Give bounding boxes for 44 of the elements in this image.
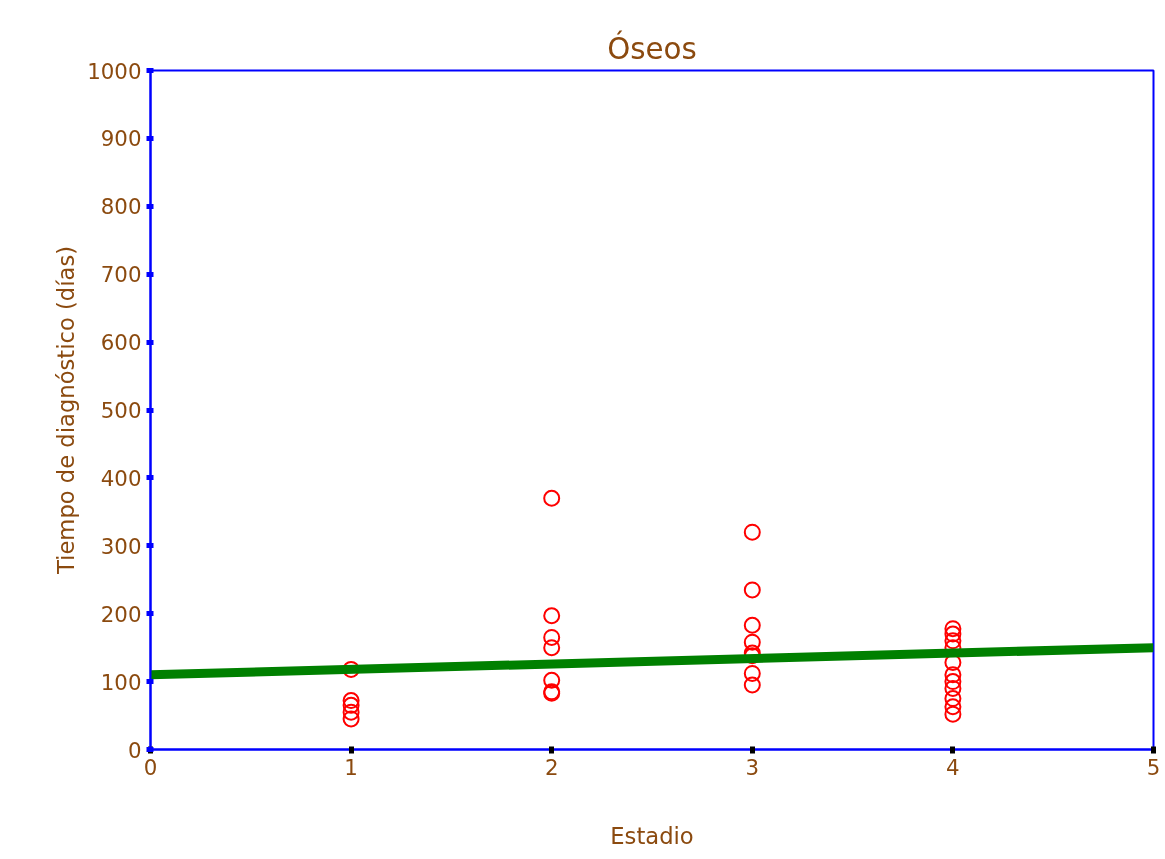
point <box>944 666 962 684</box>
point <box>342 710 360 728</box>
y-tick-label: 0 <box>127 737 142 763</box>
y-tick-label: 500 <box>100 398 142 423</box>
x-tick-label: 0 <box>143 754 158 780</box>
point <box>944 625 962 643</box>
x-tick-label: 2 <box>544 754 559 780</box>
point <box>743 664 761 682</box>
point <box>743 616 761 634</box>
y-tick-label: 100 <box>100 669 142 695</box>
point <box>944 705 962 723</box>
y-tick-label: 1000 <box>87 58 142 84</box>
y-tick-label: 200 <box>100 601 142 627</box>
x-tick-label: 1 <box>344 754 358 780</box>
x-axis-title: Estadio <box>610 822 694 849</box>
x-tick-label: 5 <box>1146 754 1161 780</box>
point <box>944 698 962 716</box>
point <box>342 692 360 710</box>
point <box>543 639 561 657</box>
y-tick-label: 900 <box>100 126 142 152</box>
point <box>743 676 761 694</box>
point <box>944 690 962 708</box>
x-tick-label: 4 <box>946 754 960 780</box>
point <box>743 581 761 599</box>
point <box>743 523 761 541</box>
x-tick-label: 3 <box>745 754 760 780</box>
point <box>543 628 561 646</box>
point <box>944 679 962 697</box>
point <box>944 673 962 691</box>
y-tick-label: 700 <box>100 262 142 288</box>
point <box>342 703 360 721</box>
point <box>543 671 561 689</box>
y-axis-title: Tiempo de diagnóstico (días) <box>53 245 80 576</box>
point <box>944 632 962 650</box>
y-tick-label: 400 <box>100 465 142 491</box>
point <box>543 607 561 625</box>
point <box>743 633 761 651</box>
point <box>944 620 962 638</box>
chart-title: Óseos <box>607 29 697 66</box>
y-tick-label: 800 <box>100 194 142 220</box>
point <box>342 696 360 714</box>
y-tick-label: 300 <box>100 533 142 559</box>
point <box>543 489 561 507</box>
y-tick-label: 600 <box>100 330 142 356</box>
